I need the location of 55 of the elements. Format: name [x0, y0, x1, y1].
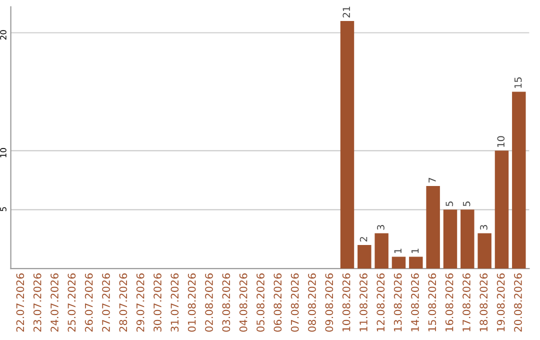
x-tick-label: 15.08.2026 [428, 273, 436, 332]
bar [374, 233, 388, 269]
x-tick-label: 23.07.2026 [33, 273, 42, 332]
x-tick-label: 30.07.2026 [154, 273, 162, 332]
x-tick-label: 07.08.2026 [290, 273, 299, 332]
x-tick-label: 13.08.2026 [394, 273, 402, 332]
data-label: 21 [342, 6, 350, 18]
x-tick-label: 14.08.2026 [411, 273, 419, 332]
bar [426, 186, 440, 269]
bar [494, 150, 509, 269]
x-tick-label: 27.07.2026 [102, 273, 110, 332]
bar [409, 256, 423, 269]
data-label: 10 [497, 136, 505, 147]
x-tick-label: 02.08.2026 [205, 273, 213, 332]
x-tick-label: 22.07.2026 [16, 273, 24, 332]
x-tick-label: 09.08.2026 [325, 273, 334, 332]
x-tick-label: 28.07.2026 [119, 273, 128, 332]
x-tick-label: 05.08.2026 [256, 273, 264, 332]
y-tick-label: 10 [0, 148, 6, 158]
bar [443, 210, 458, 269]
x-tick-label: 12.08.2026 [376, 273, 385, 332]
data-label: 3 [480, 225, 488, 230]
x-tick-label: 04.08.2026 [239, 273, 248, 332]
x-tick-label: 26.07.2026 [84, 273, 93, 332]
bar [478, 233, 492, 269]
x-tick-label: 11.08.2026 [360, 273, 368, 332]
bar [392, 256, 406, 269]
x-tick-label: 29.07.2026 [136, 273, 144, 332]
x-tick-label: 06.08.2026 [274, 273, 282, 332]
data-label: 1 [412, 248, 419, 253]
x-tick-label: 25.07.2026 [68, 273, 76, 332]
x-tick-label: 19.08.2026 [496, 273, 505, 332]
bar [460, 210, 474, 269]
data-label: 5 [463, 202, 470, 206]
data-label: 7 [428, 178, 436, 182]
x-tick-label: 17.08.2026 [462, 273, 470, 332]
y-tick-label: 5 [0, 207, 6, 212]
x-tick-label: 10.08.2026 [342, 273, 350, 332]
bar [512, 92, 526, 269]
bar [358, 245, 372, 269]
x-tick-label: 08.08.2026 [308, 273, 316, 332]
data-label: 3 [377, 225, 384, 230]
x-tick-label: 03.08.2026 [222, 273, 230, 332]
x-tick-label: 01.08.2026 [188, 273, 196, 332]
x-tick-label: 16.08.2026 [445, 273, 454, 332]
data-label: 15 [514, 77, 522, 88]
x-tick-label: 31.07.2026 [170, 273, 179, 332]
x-tick-label: 18.08.2026 [480, 273, 488, 332]
data-label: 2 [360, 237, 368, 242]
data-label: 1 [394, 248, 402, 253]
y-tick-label: 20 [0, 30, 6, 40]
x-tick-label: 24.07.2026 [50, 273, 58, 332]
bar [340, 20, 354, 269]
data-label: 5 [446, 202, 454, 206]
x-tick-label: 20.08.2026 [514, 273, 522, 332]
